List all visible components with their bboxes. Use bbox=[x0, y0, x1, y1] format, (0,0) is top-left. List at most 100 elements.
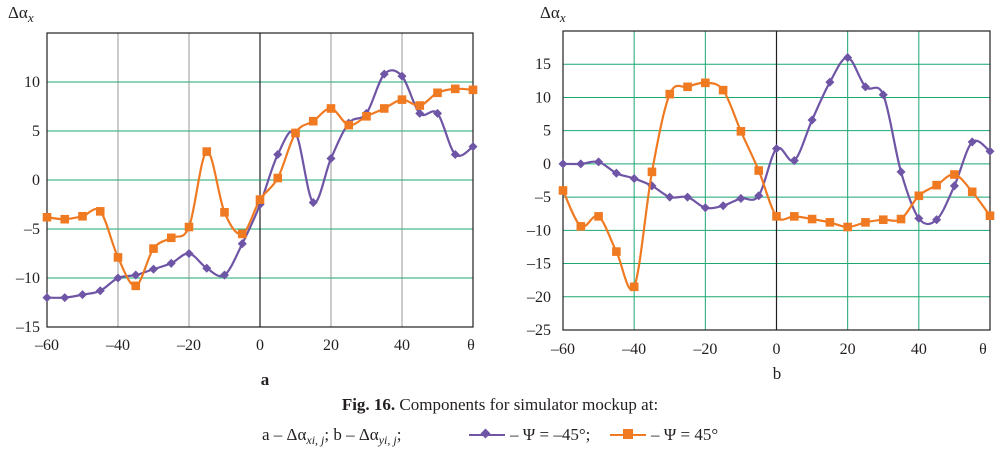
data-point bbox=[967, 187, 977, 197]
xtick-label: –60 bbox=[550, 341, 575, 358]
data-point bbox=[985, 211, 995, 221]
data-point bbox=[148, 264, 159, 274]
plot-frame bbox=[46, 32, 474, 328]
data-point bbox=[326, 153, 336, 163]
x-axis-label: θ bbox=[467, 337, 475, 354]
data-point bbox=[594, 212, 603, 221]
data-point bbox=[701, 78, 710, 88]
data-point bbox=[843, 222, 852, 232]
xtick-label: –60 bbox=[34, 337, 59, 354]
data-point bbox=[291, 128, 300, 138]
data-point bbox=[967, 137, 977, 147]
data-point bbox=[42, 212, 52, 222]
data-point bbox=[914, 213, 924, 223]
data-point bbox=[415, 108, 425, 118]
panel-sublabel: b bbox=[773, 364, 782, 383]
data-point bbox=[576, 159, 586, 169]
data-point bbox=[878, 90, 888, 100]
caption-a-symbol: Δα bbox=[287, 425, 307, 444]
data-point bbox=[273, 149, 283, 160]
data-point bbox=[665, 89, 675, 99]
ytick-label: 0 bbox=[32, 172, 40, 189]
svg-text:a – Δαxi, j; b – Δ: a – Δαxi, j; b – Δαyi, j; bbox=[262, 425, 401, 447]
xtick-label: 40 bbox=[394, 337, 410, 354]
data-point bbox=[807, 214, 817, 224]
xtick-label: –40 bbox=[621, 341, 646, 358]
data-point bbox=[131, 270, 141, 280]
data-point bbox=[896, 167, 906, 177]
data-point bbox=[308, 198, 318, 208]
data-point bbox=[807, 115, 817, 125]
data-point bbox=[379, 104, 389, 113]
xtick-label: 40 bbox=[911, 341, 927, 358]
data-point bbox=[576, 222, 586, 231]
data-point bbox=[77, 290, 88, 300]
xtick-label: 0 bbox=[773, 341, 781, 358]
data-point bbox=[42, 293, 52, 303]
data-point bbox=[95, 286, 105, 296]
legend-swatch-psi-45 bbox=[610, 429, 646, 439]
data-point bbox=[950, 170, 959, 179]
data-point bbox=[754, 191, 764, 201]
xtick-label: –20 bbox=[176, 337, 201, 354]
data-point bbox=[612, 247, 621, 256]
data-point bbox=[397, 95, 407, 104]
data-point bbox=[718, 85, 728, 95]
data-point bbox=[683, 192, 693, 202]
data-point bbox=[878, 215, 888, 225]
y-axis-label: Δαx bbox=[8, 3, 34, 25]
data-point bbox=[237, 229, 247, 239]
data-point bbox=[754, 166, 764, 175]
data-point bbox=[166, 233, 176, 243]
data-point bbox=[932, 180, 941, 190]
ytick-label: –5 bbox=[534, 189, 551, 206]
chart-panel-b: –25 –20 –15 –10 –5 0 5 10 15 –60 –40 –20 0 20 40 θ Δαx b bbox=[526, 3, 995, 383]
legend-swatch-psi-minus-45 bbox=[469, 428, 505, 439]
data-point bbox=[149, 244, 158, 253]
data-point bbox=[60, 293, 70, 303]
xtick-label: 20 bbox=[323, 337, 339, 354]
data-point bbox=[308, 116, 318, 126]
data-point bbox=[273, 173, 283, 183]
data-point bbox=[468, 85, 478, 95]
data-point bbox=[700, 203, 710, 213]
ytick-label: –20 bbox=[526, 289, 551, 306]
data-point bbox=[558, 186, 568, 195]
data-point bbox=[202, 263, 212, 273]
data-point bbox=[629, 173, 639, 184]
ytick-label: –5 bbox=[23, 221, 40, 238]
data-point bbox=[415, 101, 425, 110]
data-point bbox=[914, 191, 924, 201]
xtick-label: –40 bbox=[105, 337, 130, 354]
data-point bbox=[60, 214, 70, 224]
data-point bbox=[113, 253, 123, 262]
caption-b-subscript: yi, j bbox=[378, 433, 398, 447]
data-point bbox=[558, 159, 568, 169]
data-point bbox=[450, 84, 460, 94]
data-point bbox=[683, 82, 692, 92]
data-point bbox=[789, 212, 799, 221]
ytick-label: –15 bbox=[15, 319, 40, 336]
data-point bbox=[344, 120, 354, 130]
data-point bbox=[896, 214, 906, 224]
caption-fig-label: Fig. 16. bbox=[342, 395, 395, 414]
data-point bbox=[629, 282, 639, 292]
ytick-label: –10 bbox=[526, 222, 551, 239]
data-point bbox=[949, 181, 959, 191]
data-point bbox=[432, 108, 443, 118]
caption-line-2: a – Δαxi, j; b – Δαyi, j; – Ψ = –45°; – … bbox=[262, 425, 718, 447]
data-point bbox=[220, 208, 229, 217]
ytick-label: 10 bbox=[535, 89, 551, 106]
y-axis-label: Δαx bbox=[540, 3, 566, 25]
ytick-label: –15 bbox=[526, 256, 551, 273]
series-psi-45 bbox=[558, 78, 995, 292]
series-psi-45 bbox=[42, 84, 478, 291]
data-point bbox=[647, 167, 657, 177]
data-point bbox=[202, 147, 212, 156]
data-point bbox=[594, 157, 604, 167]
data-point bbox=[166, 258, 176, 268]
data-point bbox=[255, 195, 265, 204]
data-point bbox=[433, 88, 442, 98]
data-point bbox=[736, 193, 746, 203]
